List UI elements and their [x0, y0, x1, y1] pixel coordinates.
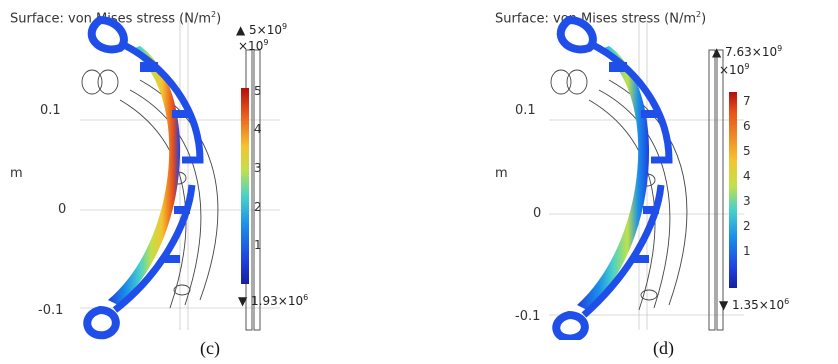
colorbar-tick: 5 [254, 84, 262, 98]
colorbar-tick: 1 [254, 238, 262, 252]
y-tick-neg-0-1: -0.1 [38, 303, 64, 318]
y-tick-0-1: 0.1 [515, 103, 536, 118]
min-value-label: ▼ 1.35×106 [719, 297, 790, 312]
y-axis-unit: m [495, 166, 508, 181]
colorbar-tick: 4 [254, 122, 262, 136]
y-axis-unit: m [10, 166, 23, 181]
colorbar-tick: 6 [743, 119, 751, 133]
stress-surface-plot [80, 15, 280, 340]
y-tick-0-1: 0.1 [40, 103, 61, 118]
stress-surface-plot [549, 15, 744, 340]
panel-c: Surface: von Mises stress (N/m2) 0.1 m 0… [10, 10, 309, 358]
max-value-label: ▲ 7.63×109 [712, 44, 783, 59]
panel-d: Surface: von Mises stress (N/m2) 0.1 m 0… [419, 0, 838, 364]
y-tick-0: 0 [533, 206, 542, 221]
colorbar-tick: 3 [254, 161, 262, 175]
colorbar-multiplier: ×109 [238, 38, 269, 53]
panel-caption: (c) [200, 338, 220, 358]
y-tick-neg-0-1: -0.1 [515, 309, 541, 324]
colorbar-tick: 2 [743, 219, 751, 233]
colorbar-tick: 1 [743, 244, 751, 258]
panel-caption: (d) [653, 338, 674, 358]
colorbar [729, 92, 737, 288]
colorbar-tick: 7 [743, 94, 751, 108]
colorbar-tick: 3 [743, 194, 751, 208]
y-tick-0: 0 [58, 202, 67, 217]
colorbar-multiplier: ×109 [719, 62, 750, 77]
colorbar [241, 88, 249, 284]
min-value-label: ▼ 1.93×106 [238, 293, 309, 308]
plot-title: Surface: von Mises stress (N/m2) [495, 10, 707, 27]
colorbar-tick: 4 [743, 169, 751, 183]
colorbar-tick: 2 [254, 200, 262, 214]
colorbar-tick: 5 [743, 144, 751, 158]
max-value-label: ▲ 5×109 [236, 22, 288, 37]
